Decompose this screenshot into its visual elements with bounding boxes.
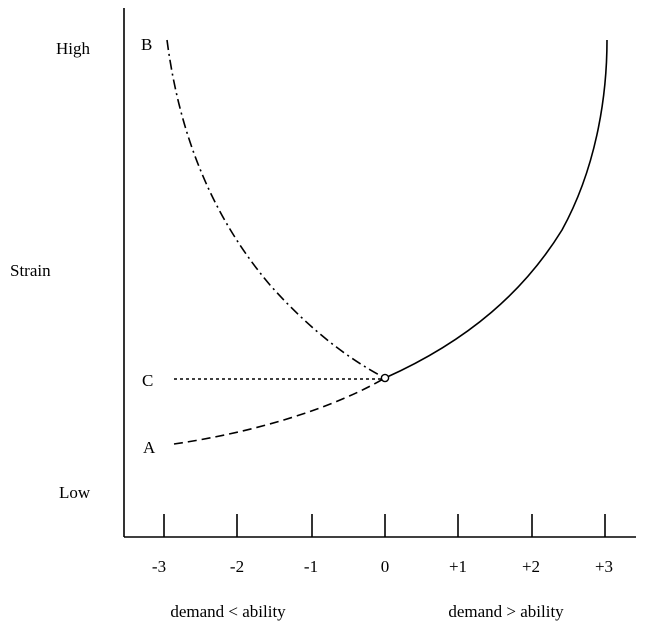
curve-b-dashdot bbox=[166, 39, 386, 379]
x-tick-label: -2 bbox=[230, 557, 244, 576]
x-tick-label: 0 bbox=[381, 557, 390, 576]
x-tick-label: +2 bbox=[522, 557, 540, 576]
intersection-point bbox=[380, 373, 390, 383]
x-tick-label: +3 bbox=[595, 557, 613, 576]
y-level-high: High bbox=[56, 39, 91, 58]
x-region-label-right: demand > ability bbox=[448, 602, 564, 621]
curve-label-c: C bbox=[142, 371, 153, 390]
x-region-label-left: demand < ability bbox=[170, 602, 286, 621]
y-level-low: Low bbox=[59, 483, 91, 502]
x-tick-label: -1 bbox=[304, 557, 318, 576]
x-tick-label: -3 bbox=[152, 557, 166, 576]
curve-label-a: A bbox=[143, 438, 156, 457]
x-ticks bbox=[163, 514, 606, 537]
y-axis-title: Strain bbox=[10, 261, 51, 280]
curve-solid bbox=[384, 39, 608, 379]
x-tick-label: +1 bbox=[449, 557, 467, 576]
curve-a-dashed bbox=[173, 377, 386, 445]
curve-label-b: B bbox=[141, 35, 152, 54]
